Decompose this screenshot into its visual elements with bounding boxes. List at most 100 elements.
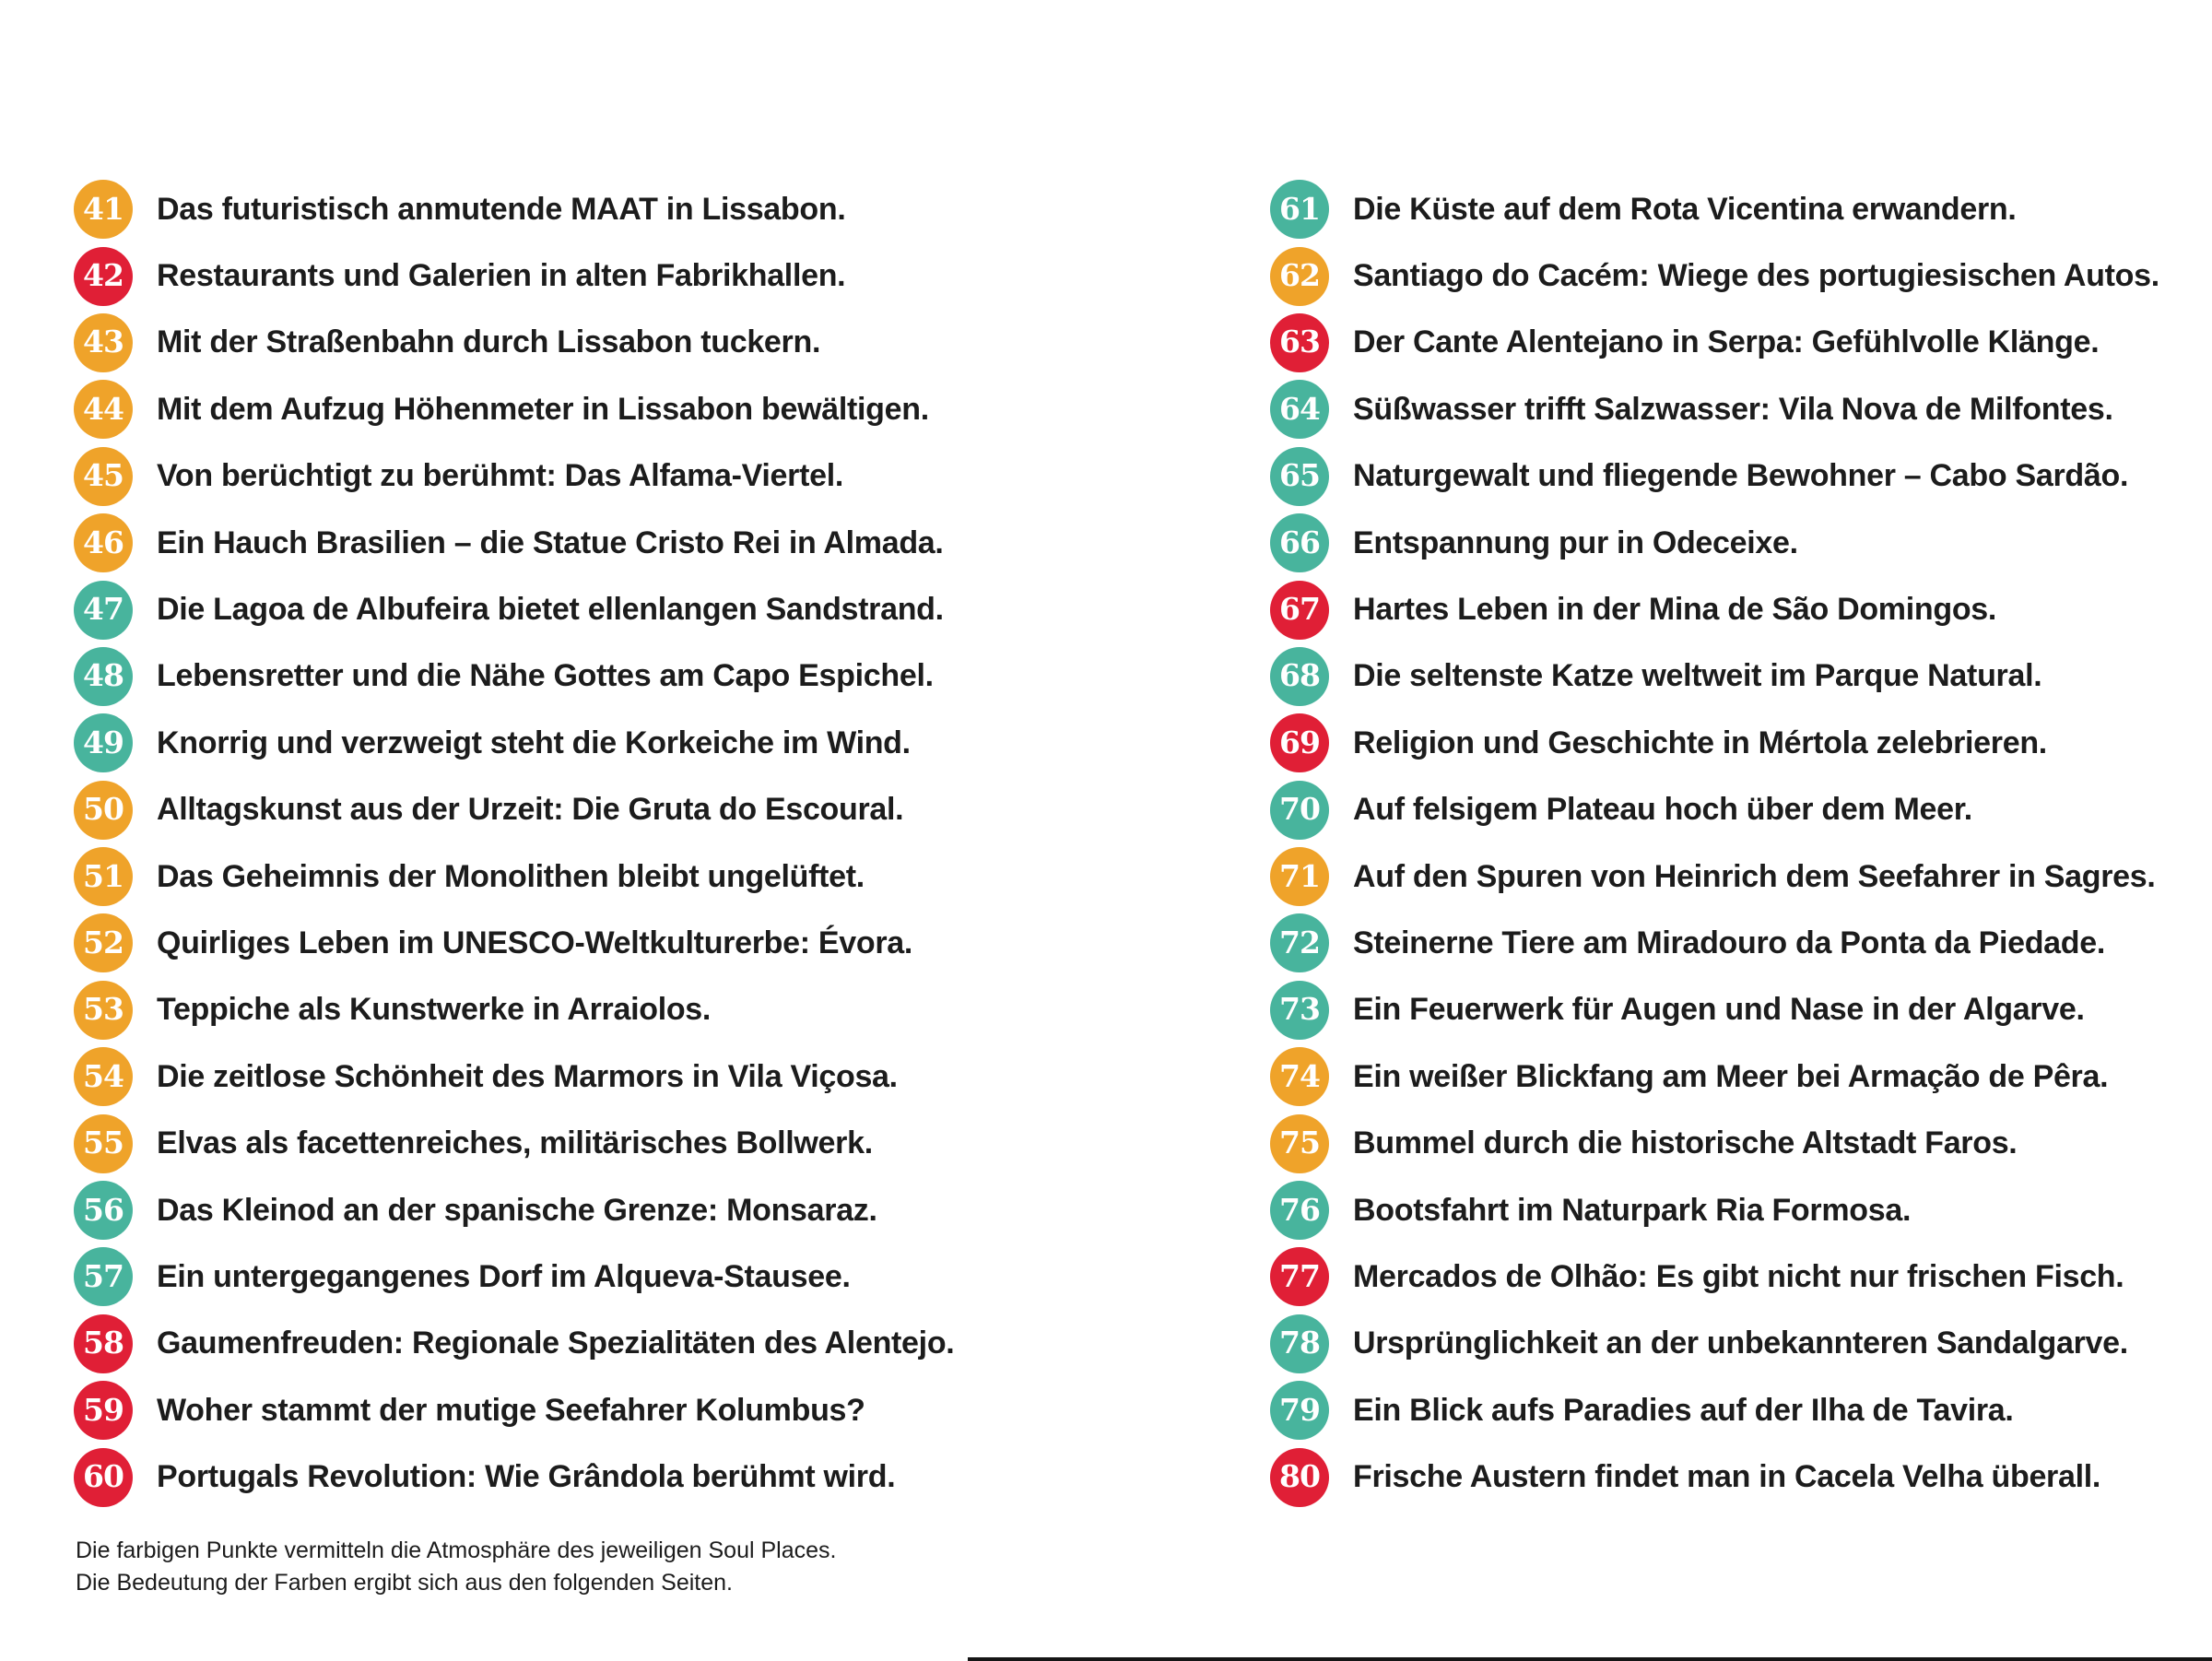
item-number-badge: 53 bbox=[74, 980, 133, 1040]
item-number: 45 bbox=[83, 457, 124, 494]
item-number: 71 bbox=[1279, 857, 1321, 894]
legend-note-line-2: Die Bedeutung der Farben ergibt sich aus… bbox=[76, 1569, 733, 1596]
item-number-badge: 62 bbox=[1270, 246, 1329, 306]
list-item: 67 Hartes Leben in der Mina de São Domin… bbox=[1270, 576, 2212, 642]
item-text: Süßwasser trifft Salzwasser: Vila Nova d… bbox=[1353, 391, 2113, 427]
item-text: Die seltenste Katze weltweit im Parque N… bbox=[1353, 658, 2042, 694]
item-number: 47 bbox=[83, 591, 124, 628]
list-item: 60 Portugals Revolution: Wie Grândola be… bbox=[74, 1443, 1270, 1510]
item-text: Portugals Revolution: Wie Grândola berüh… bbox=[157, 1459, 896, 1495]
list-item: 41 Das futuristisch anmutende MAAT in Li… bbox=[74, 176, 1270, 242]
item-text: Santiago do Cacém: Wiege des portugiesis… bbox=[1353, 258, 2159, 294]
item-text: Mercados de Olhão: Es gibt nicht nur fri… bbox=[1353, 1258, 2124, 1294]
item-text: Teppiche als Kunstwerke in Arraiolos. bbox=[157, 992, 712, 1028]
item-number-badge: 58 bbox=[74, 1313, 133, 1373]
list-item: 46 Ein Hauch Brasilien – die Statue Cris… bbox=[74, 510, 1270, 576]
item-text: Entspannung pur in Odeceixe. bbox=[1353, 524, 1798, 560]
contents-columns: 41 Das futuristisch anmutende MAAT in Li… bbox=[74, 176, 2212, 1511]
item-text: Bootsfahrt im Naturpark Ria Formosa. bbox=[1353, 1192, 1912, 1228]
item-text: Auf den Spuren von Heinrich dem Seefahre… bbox=[1353, 858, 2156, 894]
item-text: Ein untergegangenes Dorf im Alqueva-Stau… bbox=[157, 1258, 851, 1294]
item-number: 62 bbox=[1279, 257, 1321, 294]
list-item: 65 Naturgewalt und fliegende Bewohner – … bbox=[1270, 443, 2212, 510]
item-number-badge: 75 bbox=[1270, 1113, 1329, 1173]
item-number: 64 bbox=[1279, 390, 1321, 427]
item-number-badge: 50 bbox=[74, 780, 133, 840]
item-text: Mit dem Aufzug Höhenmeter in Lissabon be… bbox=[157, 391, 929, 427]
item-number: 54 bbox=[83, 1057, 124, 1094]
list-item: 71 Auf den Spuren von Heinrich dem Seefa… bbox=[1270, 843, 2212, 910]
item-text: Auf felsigem Plateau hoch über dem Meer. bbox=[1353, 792, 1972, 828]
item-text: Ein Hauch Brasilien – die Statue Cristo … bbox=[157, 524, 944, 560]
list-item: 79 Ein Blick aufs Paradies auf der Ilha … bbox=[1270, 1377, 2212, 1443]
item-number: 69 bbox=[1279, 724, 1321, 760]
item-number: 51 bbox=[83, 857, 124, 894]
item-number-badge: 79 bbox=[1270, 1381, 1329, 1441]
list-item: 75 Bummel durch die historische Altstadt… bbox=[1270, 1110, 2212, 1176]
list-item: 61 Die Küste auf dem Rota Vicentina erwa… bbox=[1270, 176, 2212, 242]
item-number-badge: 69 bbox=[1270, 713, 1329, 773]
item-text: Ursprünglichkeit an der unbekannteren Sa… bbox=[1353, 1325, 2128, 1361]
item-text: Von berüchtigt zu berühmt: Das Alfama-Vi… bbox=[157, 458, 844, 494]
item-number-badge: 63 bbox=[1270, 312, 1329, 372]
item-number-badge: 44 bbox=[74, 380, 133, 440]
item-number-badge: 60 bbox=[74, 1447, 133, 1507]
list-item: 70 Auf felsigem Plateau hoch über dem Me… bbox=[1270, 777, 2212, 843]
item-number: 61 bbox=[1279, 190, 1321, 227]
item-number: 57 bbox=[83, 1257, 124, 1294]
item-number-badge: 65 bbox=[1270, 446, 1329, 506]
item-number-badge: 54 bbox=[74, 1047, 133, 1107]
list-item: 80 Frische Austern findet man in Cacela … bbox=[1270, 1443, 2212, 1510]
item-number: 67 bbox=[1279, 591, 1321, 628]
item-text: Frische Austern findet man in Cacela Vel… bbox=[1353, 1459, 2101, 1495]
list-item: 73 Ein Feuerwerk für Augen und Nase in d… bbox=[1270, 977, 2212, 1043]
item-number: 66 bbox=[1279, 524, 1321, 560]
item-number-badge: 80 bbox=[1270, 1447, 1329, 1507]
item-number: 41 bbox=[83, 190, 124, 227]
item-text: Das Geheimnis der Monolithen bleibt unge… bbox=[157, 858, 865, 894]
item-text: Steinerne Tiere am Miradouro da Ponta da… bbox=[1353, 925, 2106, 960]
item-number: 68 bbox=[1279, 657, 1321, 694]
list-item: 63 Der Cante Alentejano in Serpa: Gefühl… bbox=[1270, 310, 2212, 376]
item-text: Die Küste auf dem Rota Vicentina erwande… bbox=[1353, 191, 2017, 227]
item-number: 78 bbox=[1279, 1325, 1321, 1361]
item-number-badge: 73 bbox=[1270, 980, 1329, 1040]
item-text: Die zeitlose Schönheit des Marmors in Vi… bbox=[157, 1058, 898, 1094]
item-text: Mit der Straßenbahn durch Lissabon tucke… bbox=[157, 324, 821, 360]
item-number: 77 bbox=[1279, 1257, 1321, 1294]
item-number-badge: 71 bbox=[1270, 847, 1329, 907]
list-item: 59 Woher stammt der mutige Seefahrer Kol… bbox=[74, 1377, 1270, 1443]
item-text: Das futuristisch anmutende MAAT in Lissa… bbox=[157, 191, 846, 227]
list-item: 49 Knorrig und verzweigt steht die Korke… bbox=[74, 710, 1270, 776]
item-text: Gaumenfreuden: Regionale Spezialitäten d… bbox=[157, 1325, 955, 1361]
list-item: 44 Mit dem Aufzug Höhenmeter in Lissabon… bbox=[74, 376, 1270, 442]
item-number-badge: 49 bbox=[74, 713, 133, 773]
list-item: 55 Elvas als facettenreiches, militärisc… bbox=[74, 1110, 1270, 1176]
item-number-badge: 41 bbox=[74, 180, 133, 240]
list-item: 66 Entspannung pur in Odeceixe. bbox=[1270, 510, 2212, 576]
item-text: Der Cante Alentejano in Serpa: Gefühlvol… bbox=[1353, 324, 2100, 360]
item-number: 44 bbox=[83, 390, 124, 427]
item-number: 65 bbox=[1279, 457, 1321, 494]
item-text: Bummel durch die historische Altstadt Fa… bbox=[1353, 1125, 2018, 1161]
list-item: 62 Santiago do Cacém: Wiege des portugie… bbox=[1270, 242, 2212, 309]
item-number: 48 bbox=[83, 657, 124, 694]
list-item: 47 Die Lagoa de Albufeira bietet ellenla… bbox=[74, 576, 1270, 642]
list-item: 58 Gaumenfreuden: Regionale Spezialitäte… bbox=[74, 1311, 1270, 1377]
item-text: Knorrig und verzweigt steht die Korkeich… bbox=[157, 724, 911, 760]
list-item: 74 Ein weißer Blickfang am Meer bei Arma… bbox=[1270, 1043, 2212, 1110]
item-number: 56 bbox=[83, 1191, 124, 1228]
item-number: 70 bbox=[1279, 791, 1321, 828]
item-number: 53 bbox=[83, 991, 124, 1028]
item-number: 75 bbox=[1279, 1125, 1321, 1161]
item-number: 60 bbox=[83, 1458, 124, 1495]
item-text: Quirliges Leben im UNESCO-Weltkulturerbe… bbox=[157, 925, 913, 960]
item-number-badge: 52 bbox=[74, 913, 133, 973]
item-number: 80 bbox=[1279, 1458, 1321, 1495]
list-item: 64 Süßwasser trifft Salzwasser: Vila Nov… bbox=[1270, 376, 2212, 442]
item-number-badge: 78 bbox=[1270, 1313, 1329, 1373]
item-number: 46 bbox=[83, 524, 124, 560]
item-text: Lebensretter und die Nähe Gottes am Capo… bbox=[157, 658, 934, 694]
right-column: 61 Die Küste auf dem Rota Vicentina erwa… bbox=[1270, 176, 2212, 1511]
